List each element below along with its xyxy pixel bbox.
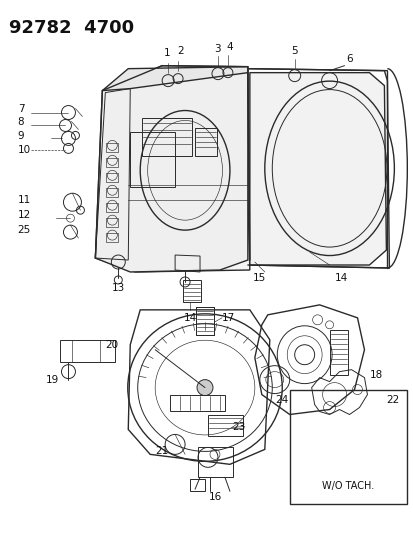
Bar bbox=[197, 447, 233, 477]
Text: 21: 21 bbox=[155, 446, 169, 456]
Bar bbox=[289, 390, 406, 504]
Text: 12: 12 bbox=[18, 210, 31, 220]
Bar bbox=[130, 133, 175, 187]
Polygon shape bbox=[102, 67, 247, 91]
Text: 10: 10 bbox=[18, 146, 31, 156]
Text: 14: 14 bbox=[183, 313, 196, 323]
Text: 6: 6 bbox=[345, 54, 352, 64]
Text: 23: 23 bbox=[231, 423, 244, 432]
Bar bbox=[106, 218, 118, 227]
Text: 9: 9 bbox=[18, 132, 24, 141]
Text: 4: 4 bbox=[226, 42, 233, 52]
Bar bbox=[106, 143, 118, 152]
Text: 20: 20 bbox=[105, 340, 118, 350]
Text: 19: 19 bbox=[46, 375, 59, 385]
Text: 14: 14 bbox=[334, 273, 347, 283]
Polygon shape bbox=[95, 66, 247, 272]
Bar bbox=[142, 118, 192, 156]
Text: 5: 5 bbox=[291, 46, 297, 56]
Text: 2: 2 bbox=[176, 46, 183, 56]
Bar bbox=[106, 233, 118, 242]
Text: 1: 1 bbox=[164, 48, 170, 58]
Bar bbox=[207, 415, 242, 437]
Text: 18: 18 bbox=[368, 370, 382, 379]
Text: 3: 3 bbox=[214, 44, 221, 54]
Bar bbox=[106, 188, 118, 197]
Bar bbox=[196, 307, 214, 335]
Polygon shape bbox=[249, 72, 385, 265]
Bar bbox=[60, 340, 115, 362]
Text: 22: 22 bbox=[385, 394, 398, 405]
Bar bbox=[106, 203, 118, 212]
Bar bbox=[195, 128, 216, 156]
Bar bbox=[196, 307, 214, 335]
Bar bbox=[329, 330, 347, 375]
Bar bbox=[106, 158, 118, 167]
Text: 13: 13 bbox=[112, 283, 125, 293]
Text: W/O TACH.: W/O TACH. bbox=[322, 481, 374, 491]
Polygon shape bbox=[95, 69, 249, 272]
Text: 17: 17 bbox=[221, 313, 235, 323]
Bar bbox=[190, 479, 204, 491]
Text: 24: 24 bbox=[275, 394, 288, 405]
Text: 92782  4700: 92782 4700 bbox=[9, 19, 133, 37]
Circle shape bbox=[197, 379, 212, 395]
Bar bbox=[106, 173, 118, 182]
Text: 8: 8 bbox=[18, 117, 24, 127]
Bar bbox=[170, 394, 224, 410]
Text: 16: 16 bbox=[208, 492, 221, 502]
Text: 25: 25 bbox=[18, 225, 31, 235]
Text: 11: 11 bbox=[18, 195, 31, 205]
Text: 15: 15 bbox=[253, 273, 266, 283]
Bar bbox=[183, 280, 201, 302]
Text: 7: 7 bbox=[18, 103, 24, 114]
